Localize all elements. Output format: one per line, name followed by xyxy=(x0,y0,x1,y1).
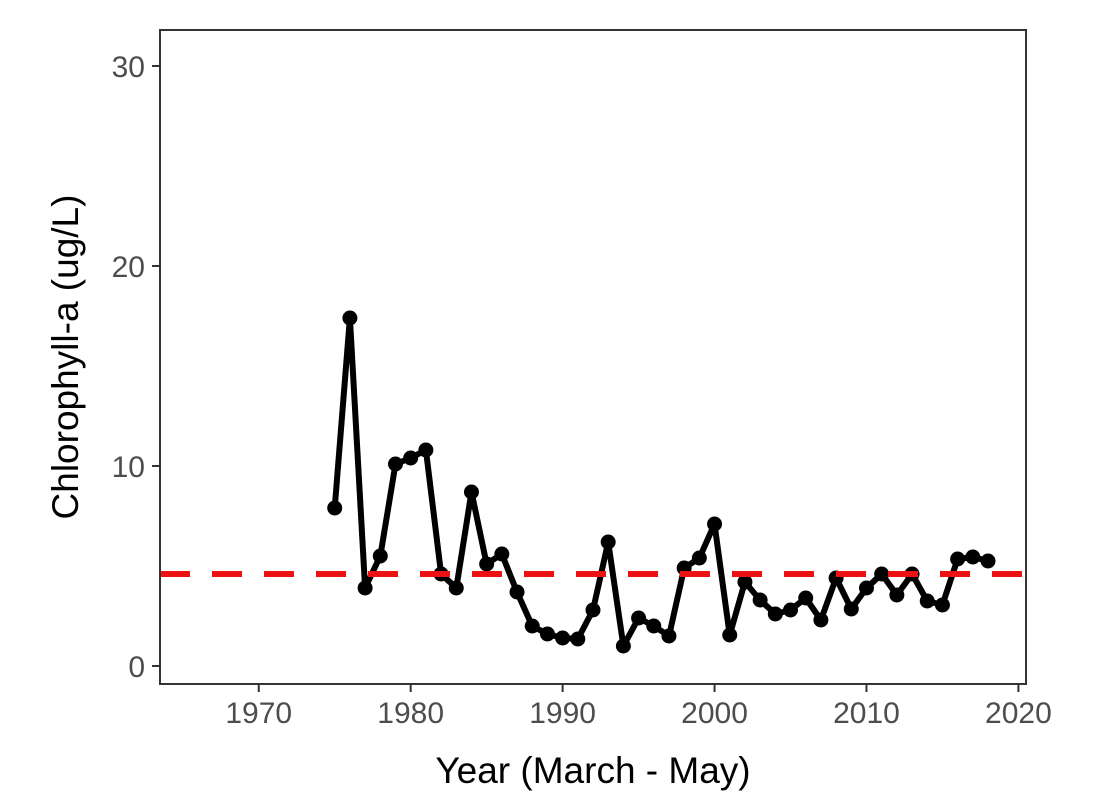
data-point xyxy=(767,606,783,622)
y-tick-label: 30 xyxy=(112,51,145,84)
data-point xyxy=(858,580,874,596)
y-axis-title: Chlorophyll-a (ug/L) xyxy=(45,195,86,520)
data-point xyxy=(555,630,571,646)
data-point xyxy=(448,580,464,596)
data-point xyxy=(600,534,616,550)
data-point xyxy=(965,549,981,565)
data-point xyxy=(813,612,829,628)
y-tick-label: 20 xyxy=(112,251,145,284)
data-point xyxy=(950,551,966,567)
data-point xyxy=(737,574,753,590)
data-point xyxy=(539,626,555,642)
x-tick-label: 2000 xyxy=(681,697,748,730)
data-point xyxy=(479,556,495,572)
data-point xyxy=(418,442,434,458)
data-point xyxy=(463,484,479,500)
x-axis-title: Year (March - May) xyxy=(435,750,750,791)
data-point xyxy=(934,597,950,613)
data-point xyxy=(524,618,540,634)
data-point xyxy=(707,516,723,532)
data-point xyxy=(357,580,373,596)
y-tick-label: 0 xyxy=(128,651,145,684)
data-point xyxy=(631,610,647,626)
data-point xyxy=(843,601,859,617)
data-point xyxy=(798,590,814,606)
data-point xyxy=(646,618,662,634)
data-point xyxy=(494,546,510,562)
data-point xyxy=(327,500,343,516)
x-tick-label: 2010 xyxy=(833,697,900,730)
data-point xyxy=(661,628,677,644)
data-point xyxy=(387,456,403,472)
data-point xyxy=(980,553,996,569)
data-point xyxy=(874,566,890,582)
data-point xyxy=(722,627,738,643)
data-point xyxy=(509,584,525,600)
data-point xyxy=(752,592,768,608)
data-point xyxy=(889,587,905,603)
data-point xyxy=(783,602,799,618)
data-point xyxy=(570,631,586,647)
plot-panel-border xyxy=(159,29,1027,685)
x-tick-label: 2020 xyxy=(985,697,1052,730)
data-point xyxy=(919,593,935,609)
y-tick-label: 10 xyxy=(112,451,145,484)
data-point xyxy=(403,450,419,466)
data-point xyxy=(342,310,358,326)
data-point xyxy=(615,638,631,654)
x-tick-label: 1990 xyxy=(529,697,596,730)
data-point xyxy=(585,602,601,618)
data-point xyxy=(372,548,388,564)
data-point xyxy=(691,550,707,566)
x-tick-label: 1970 xyxy=(225,697,292,730)
x-tick-label: 1980 xyxy=(377,697,444,730)
